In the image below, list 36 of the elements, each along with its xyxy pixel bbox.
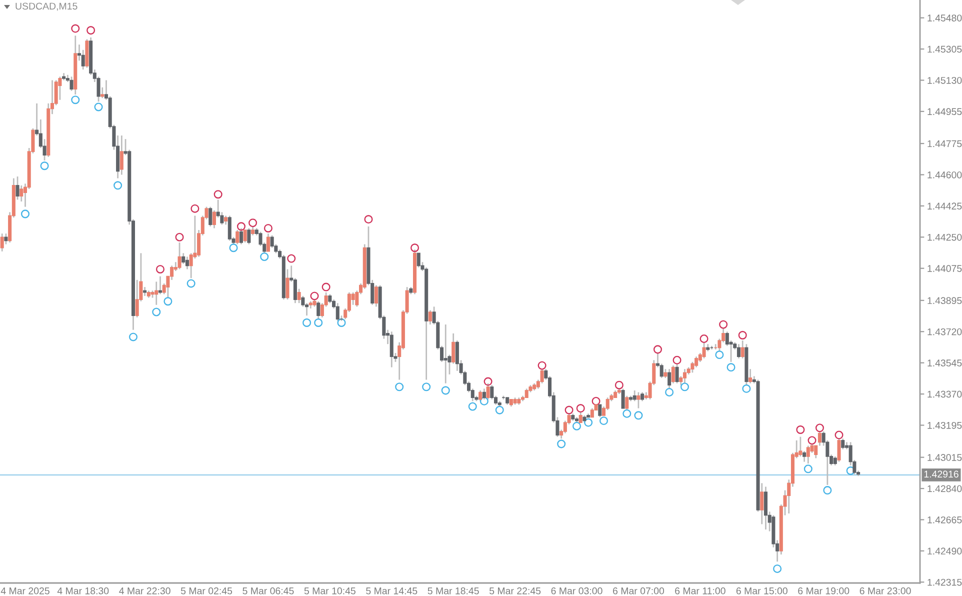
x-tick-label: 6 Mar 23:00 <box>860 587 911 594</box>
x-tick-label: 5 Mar 18:45 <box>428 587 479 594</box>
y-tick-label: 1.44600 <box>928 171 962 178</box>
y-tick-label: 1.45305 <box>928 46 962 53</box>
x-tick-label: 6 Mar 11:00 <box>675 587 726 594</box>
x-tick-label: 5 Mar 02:45 <box>180 587 232 594</box>
y-tick-label: 1.44955 <box>928 108 962 116</box>
y-tick-label: 1.43195 <box>928 422 962 429</box>
y-tick-label: 1.42665 <box>928 516 962 524</box>
y-tick-label: 1.43720 <box>928 328 962 336</box>
x-tick-label: 5 Mar 06:45 <box>242 587 294 594</box>
y-tick-label: 1.44250 <box>928 234 962 241</box>
y-tick-label: 1.44075 <box>928 265 962 272</box>
x-tick-label: 4 Mar 2025 <box>0 587 50 594</box>
y-tick-label: 1.43370 <box>928 390 962 398</box>
ref-line-label: 1.42916 <box>924 470 958 478</box>
y-tick-label: 1.42490 <box>928 548 962 555</box>
x-tick-label: 6 Mar 07:00 <box>613 587 664 594</box>
x-tick-label: 4 Mar 22:30 <box>119 587 170 594</box>
x-tick-label: 6 Mar 19:00 <box>798 587 850 594</box>
y-tick-label: 1.44775 <box>928 140 962 148</box>
x-tick-label: 5 Mar 14:45 <box>366 588 418 594</box>
y-tick-label: 1.45480 <box>928 14 962 22</box>
x-tick-label: 5 Mar 22:45 <box>489 587 541 594</box>
y-tick-label: 1.45130 <box>928 76 962 84</box>
x-tick-label: 6 Mar 15:00 <box>736 587 788 594</box>
y-tick-label: 1.42840 <box>928 485 962 492</box>
y-tick-label: 1.42315 <box>928 578 962 586</box>
x-tick-label: 5 Mar 10:45 <box>304 587 356 594</box>
x-tick-label: 4 Mar 18:30 <box>57 587 109 594</box>
y-tick-label: 1.43015 <box>928 454 962 461</box>
y-tick-label: 1.43895 <box>928 297 962 304</box>
y-tick-label: 1.43545 <box>928 360 962 366</box>
x-tick-label: 6 Mar 03:00 <box>551 587 602 594</box>
y-tick-label: 1.44425 <box>928 202 962 210</box>
chart-title: USDCAD,M15 <box>16 2 78 11</box>
